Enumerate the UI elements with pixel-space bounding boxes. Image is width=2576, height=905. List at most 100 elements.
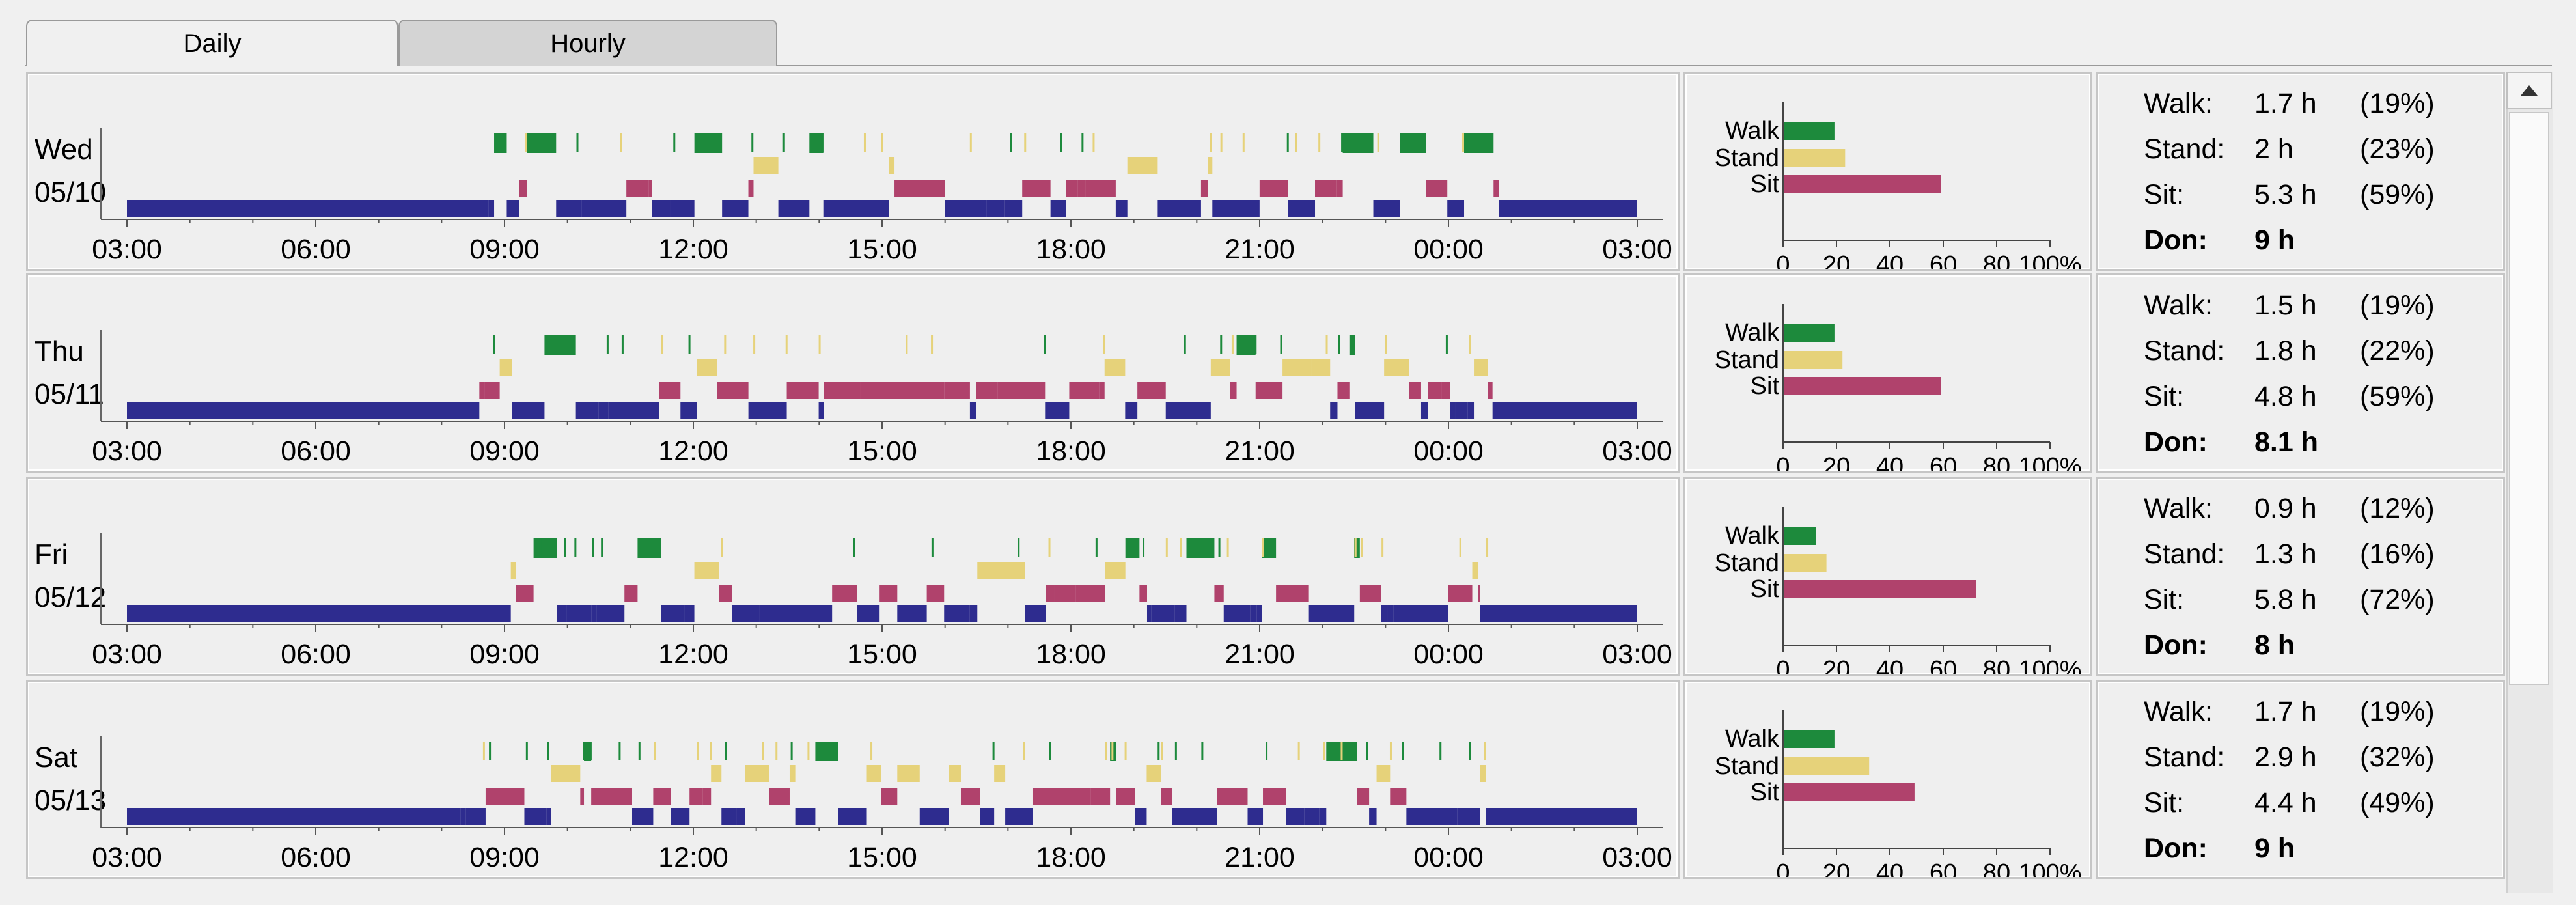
walk-spike [853, 538, 855, 557]
stand-segment [1480, 765, 1486, 782]
sit-stat-label: Sit: [2144, 179, 2185, 210]
scroll-up-button[interactable] [2506, 72, 2552, 109]
sit-segment [717, 382, 749, 399]
sit-percent-bar [1784, 783, 1915, 801]
lying-segment [1135, 808, 1147, 825]
time-tick-label: 03:00 [1602, 639, 1672, 670]
walk-spike [1338, 335, 1340, 354]
walk-spike [525, 742, 528, 760]
walk-spike [1445, 335, 1448, 354]
walk-spike [592, 538, 594, 557]
sit-segment [1077, 180, 1086, 197]
sit-segment [889, 382, 898, 399]
lying-segment [1319, 808, 1327, 825]
sit-stat-percent: (49%) [2360, 787, 2435, 818]
stand-percent-bar [1784, 351, 1843, 369]
stat-row-don: Don: 8 h [2098, 630, 2503, 662]
scroll-thumb[interactable] [2509, 112, 2549, 685]
stand-segment [1474, 359, 1488, 376]
walk-spike [1157, 742, 1160, 760]
walk-spike [499, 133, 501, 152]
day-weekday: Thu [35, 335, 84, 367]
lying-segment [631, 808, 654, 825]
time-tick-label: 06:00 [281, 436, 351, 467]
sit-segment [1263, 788, 1286, 805]
walk-segment [1464, 133, 1494, 153]
stand-axis-label: Stand [1715, 550, 1779, 577]
walk-spike [601, 538, 603, 557]
sit-segment [824, 382, 838, 399]
sit-segment [1336, 180, 1343, 197]
sit-segment [881, 788, 898, 805]
walk-spike [1201, 742, 1204, 760]
bar-tick-label: 60 [1930, 251, 1957, 269]
activity-timeline: 03:00 06:00 09:00 12:00 15:00 18:00 21:00 00:00… [92, 330, 1672, 467]
walk-spike [1220, 335, 1223, 354]
walk-spike [1484, 742, 1486, 760]
walk-spike [1381, 538, 1384, 557]
lying-segment [506, 200, 519, 217]
lying-segment [1455, 402, 1468, 419]
tab-hourly[interactable]: Hourly [398, 20, 777, 66]
lying-segment [1420, 402, 1428, 419]
sit-segment [1075, 585, 1105, 602]
lying-segment [1005, 808, 1033, 825]
sit-segment [1390, 788, 1407, 805]
stand-stat-hours: 2.9 h [2254, 742, 2317, 773]
walk-spike [1024, 133, 1027, 152]
walk-segment [544, 335, 576, 355]
sit-segment [879, 585, 898, 602]
stand-segment [789, 765, 796, 782]
lying-segment [1480, 605, 1637, 622]
walk-spike [818, 335, 821, 354]
stand-axis-label: Stand [1715, 753, 1779, 780]
lying-segment [512, 402, 521, 419]
walk-spike [618, 742, 621, 760]
sit-segment [648, 180, 652, 197]
sit-segment [997, 382, 1019, 399]
walk-spike [931, 335, 934, 354]
stand-percent-bar [1784, 757, 1870, 775]
walk-segment [1342, 133, 1374, 153]
walk-spike [725, 742, 727, 760]
time-tick-label: 15:00 [847, 842, 917, 873]
walk-spike [1231, 335, 1234, 354]
walk-spike [724, 335, 727, 354]
walk-stat-label: Walk: [2144, 696, 2213, 727]
walk-spike [785, 335, 788, 354]
walk-segment [1125, 538, 1140, 558]
walk-spike [1402, 742, 1404, 760]
lying-segment [1223, 605, 1251, 622]
don-stat-label: Don: [2144, 426, 2208, 458]
walk-spike [539, 538, 542, 557]
lying-segment [1419, 605, 1448, 622]
bar-tick-label: 100% [2018, 859, 2081, 877]
lying-segment [805, 200, 810, 217]
walk-axis-label: Walk [1725, 319, 1780, 346]
lying-segment [1045, 402, 1070, 419]
lying-segment [600, 200, 627, 217]
lying-segment [969, 605, 978, 622]
time-tick-label: 00:00 [1413, 842, 1484, 873]
time-tick-label: 12:00 [658, 234, 728, 265]
walk-spike [1226, 538, 1229, 557]
time-tick-label: 21:00 [1225, 842, 1295, 873]
percent-bar-panel: 0 20 40 60 80 100% Walk Stand Sit [1683, 477, 2092, 676]
walk-spike [833, 742, 836, 760]
lying-segment [1304, 808, 1320, 825]
walk-spike [1081, 133, 1084, 152]
walk-segment [1186, 538, 1215, 558]
sit-segment [898, 382, 917, 399]
sit-segment [1161, 788, 1172, 805]
lying-segment [556, 200, 582, 217]
lying-segment [1381, 605, 1388, 622]
timeline-panel: Wed 05/10 03:00 06:00 09:00 12:00 15:00 18:00 21… [26, 72, 1680, 271]
walk-spike [1459, 538, 1461, 557]
tab-daily[interactable]: Daily [26, 20, 398, 66]
walk-segment [1349, 335, 1355, 355]
walk-spike [589, 742, 592, 760]
walk-segment [809, 133, 824, 153]
walk-spike [1023, 742, 1025, 760]
walk-stat-hours: 1.5 h [2254, 290, 2317, 321]
sit-segment [719, 585, 732, 602]
